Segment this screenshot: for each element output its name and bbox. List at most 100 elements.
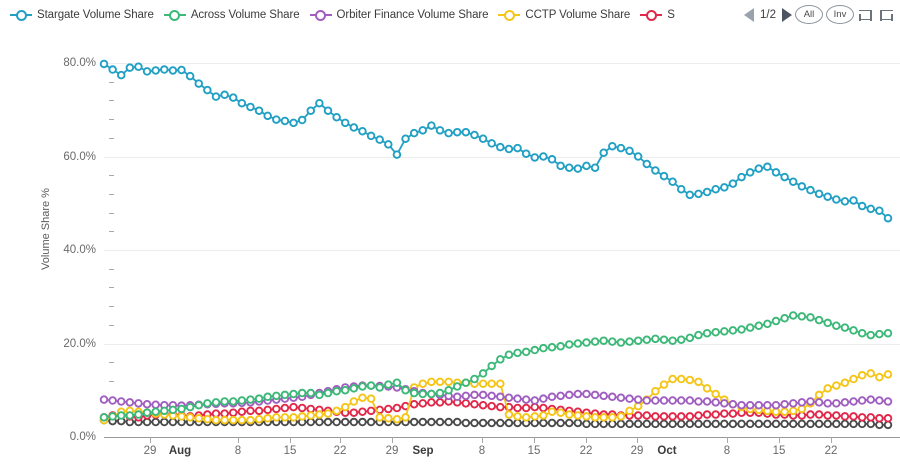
data-point[interactable]: [720, 409, 729, 418]
data-point[interactable]: [608, 413, 617, 422]
data-point[interactable]: [814, 398, 824, 407]
data-point[interactable]: [496, 402, 505, 412]
data-point[interactable]: [668, 419, 677, 429]
data-point[interactable]: [280, 403, 290, 413]
data-point[interactable]: [375, 135, 384, 144]
data-point[interactable]: [177, 404, 186, 414]
data-point[interactable]: [849, 374, 858, 384]
data-point[interactable]: [676, 374, 686, 384]
data-point[interactable]: [375, 383, 384, 392]
data-point[interactable]: [358, 382, 367, 391]
data-point[interactable]: [418, 389, 428, 399]
data-point[interactable]: [599, 391, 608, 401]
data-point[interactable]: [651, 419, 660, 429]
data-point[interactable]: [625, 337, 634, 346]
data-point[interactable]: [875, 414, 884, 423]
data-point[interactable]: [539, 403, 548, 413]
data-point[interactable]: [358, 417, 367, 427]
data-point[interactable]: [461, 127, 471, 137]
data-point[interactable]: [108, 65, 117, 74]
data-point[interactable]: [849, 397, 858, 406]
data-point[interactable]: [427, 417, 436, 427]
data-point[interactable]: [883, 213, 893, 223]
data-point[interactable]: [470, 418, 479, 428]
data-point[interactable]: [125, 63, 135, 72]
data-point[interactable]: [461, 399, 471, 408]
data-point[interactable]: [797, 398, 807, 407]
data-point[interactable]: [797, 182, 807, 191]
data-point[interactable]: [875, 206, 884, 215]
data-point[interactable]: [702, 328, 712, 338]
data-point[interactable]: [771, 316, 781, 326]
data-point[interactable]: [832, 419, 841, 429]
data-point[interactable]: [608, 392, 617, 402]
data-point[interactable]: [806, 313, 815, 322]
data-point[interactable]: [547, 407, 557, 417]
data-point[interactable]: [366, 406, 376, 416]
data-point[interactable]: [478, 390, 488, 400]
data-point[interactable]: [573, 164, 583, 173]
data-point[interactable]: [840, 197, 850, 206]
data-point[interactable]: [685, 412, 695, 421]
data-point[interactable]: [608, 141, 617, 151]
data-point[interactable]: [806, 410, 815, 419]
data-point[interactable]: [487, 391, 496, 401]
data-point[interactable]: [547, 342, 557, 352]
data-point[interactable]: [737, 419, 746, 429]
data-point[interactable]: [866, 413, 876, 422]
data-point[interactable]: [289, 402, 298, 412]
data-point[interactable]: [840, 378, 850, 388]
data-point[interactable]: [633, 411, 643, 420]
data-point[interactable]: [203, 399, 212, 408]
data-point[interactable]: [642, 419, 652, 429]
data-point[interactable]: [358, 407, 367, 417]
data-point[interactable]: [763, 419, 772, 429]
data-point[interactable]: [142, 400, 152, 409]
data-point[interactable]: [745, 400, 755, 410]
data-point[interactable]: [99, 413, 109, 422]
data-point[interactable]: [651, 396, 660, 405]
data-point[interactable]: [659, 380, 669, 389]
data-point[interactable]: [694, 419, 703, 429]
data-point[interactable]: [366, 417, 376, 427]
data-point[interactable]: [711, 398, 720, 407]
data-point[interactable]: [306, 388, 316, 398]
data-point[interactable]: [668, 336, 677, 345]
data-point[interactable]: [418, 379, 428, 388]
data-point[interactable]: [349, 397, 359, 406]
data-point[interactable]: [280, 413, 290, 422]
data-point[interactable]: [332, 386, 341, 396]
collapse-icon[interactable]: [878, 6, 896, 24]
data-point[interactable]: [720, 183, 729, 192]
data-point[interactable]: [151, 66, 160, 75]
data-point[interactable]: [763, 400, 772, 410]
data-point[interactable]: [254, 106, 264, 115]
data-point[interactable]: [539, 394, 548, 403]
data-point[interactable]: [832, 381, 841, 390]
data-point[interactable]: [590, 163, 600, 172]
data-point[interactable]: [651, 386, 660, 396]
data-point[interactable]: [711, 328, 720, 337]
data-point[interactable]: [875, 329, 884, 339]
data-point[interactable]: [409, 417, 419, 427]
data-point[interactable]: [220, 415, 229, 425]
data-point[interactable]: [694, 377, 703, 387]
data-point[interactable]: [168, 66, 178, 75]
data-point[interactable]: [263, 392, 272, 402]
data-point[interactable]: [806, 397, 815, 406]
data-point[interactable]: [220, 90, 229, 100]
data-point[interactable]: [366, 131, 376, 141]
data-point[interactable]: [823, 192, 832, 201]
data-point[interactable]: [599, 336, 608, 345]
data-point[interactable]: [625, 146, 634, 156]
data-point[interactable]: [702, 410, 712, 419]
data-point[interactable]: [185, 402, 195, 412]
data-point[interactable]: [160, 417, 169, 427]
data-point[interactable]: [788, 419, 798, 429]
data-point[interactable]: [599, 413, 608, 422]
data-point[interactable]: [315, 98, 324, 108]
data-point[interactable]: [849, 196, 858, 205]
legend-item-across[interactable]: Across Volume Share: [163, 9, 300, 21]
data-point[interactable]: [676, 412, 686, 421]
data-point[interactable]: [814, 410, 824, 419]
